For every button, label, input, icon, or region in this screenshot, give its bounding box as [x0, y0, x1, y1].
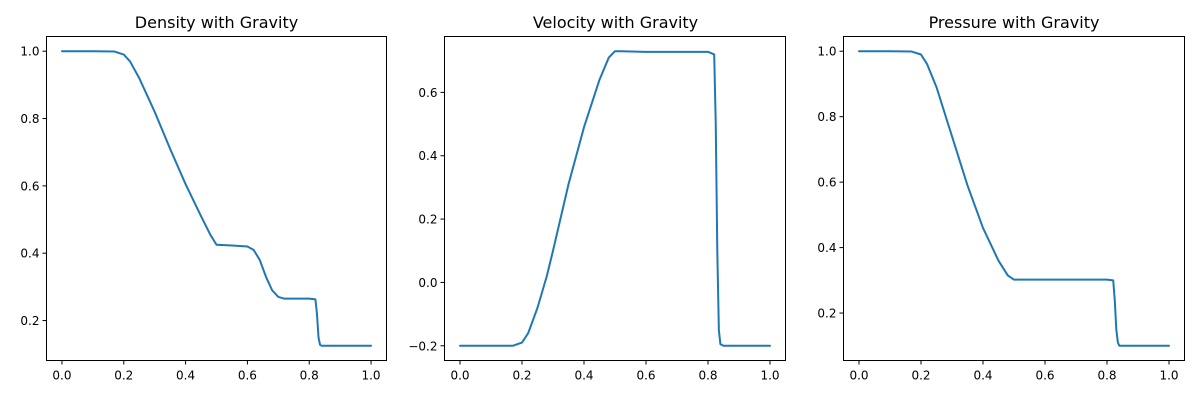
axes-ticks: 0.0 0.2 0.4 0.6 0.8 1.0 0.2 0.4 0.6 0.8 1.0 — [20, 45, 380, 383]
x-tick-label: 0.6 — [238, 369, 257, 383]
y-tick-label: 0.6 — [817, 176, 836, 190]
y-tick-label: −0.2 — [408, 339, 437, 353]
y-tick-label: 0.4 — [418, 149, 437, 163]
axes-ticks: 0.0 0.2 0.4 0.6 0.8 1.0 0.2 0.4 0.6 0.8 1.0 — [817, 45, 1178, 383]
chart-title: Velocity with Gravity — [533, 13, 698, 32]
x-tick-label: 0.4 — [973, 369, 992, 383]
y-tick-label: 0.0 — [418, 276, 437, 290]
x-tick-label: 0.0 — [849, 369, 868, 383]
y-tick-label: 0.4 — [20, 247, 39, 261]
axes-frame — [444, 36, 786, 361]
x-tick-label: 0.4 — [574, 369, 593, 383]
y-tick-label: 0.6 — [418, 86, 437, 100]
subplot-pressure: Pressure with Gravity 0.0 0.2 0.4 0.6 0.8 1.0… — [817, 13, 1185, 383]
axes-frame — [46, 36, 387, 361]
x-tick-label: 0.0 — [52, 369, 71, 383]
y-tick-label: 0.8 — [20, 112, 39, 126]
y-tick-label: 1.0 — [817, 45, 836, 59]
x-tick-label: 0.2 — [114, 369, 133, 383]
x-tick-label: 0.2 — [911, 369, 930, 383]
series-line — [60, 50, 373, 347]
y-tick-label: 0.8 — [817, 110, 836, 124]
series-line — [858, 50, 1170, 347]
x-tick-label: 0.6 — [1035, 369, 1054, 383]
x-tick-label: 0.0 — [450, 369, 469, 383]
x-tick-label: 0.8 — [300, 369, 319, 383]
x-tick-label: 0.2 — [512, 369, 531, 383]
y-tick-label: 0.4 — [817, 241, 836, 255]
axes-ticks: 0.0 0.2 0.4 0.6 0.8 1.0 −0.2 0.0 0.2 0.4 0.6 — [408, 86, 779, 383]
x-tick-label: 0.4 — [176, 369, 195, 383]
x-tick-label: 1.0 — [361, 369, 380, 383]
y-tick-label: 1.0 — [20, 45, 39, 59]
x-tick-label: 0.8 — [698, 369, 717, 383]
y-tick-label: 0.6 — [20, 179, 39, 193]
chart-title: Pressure with Gravity — [929, 13, 1100, 32]
y-tick-label: 0.2 — [418, 213, 437, 227]
x-tick-label: 1.0 — [1159, 369, 1178, 383]
subplot-density: Density with Gravity 0.0 0.2 0.4 0.6 0.8 1.00… — [20, 13, 387, 383]
x-tick-label: 0.8 — [1097, 369, 1116, 383]
chart-title: Density with Gravity — [135, 13, 298, 32]
axes-frame — [843, 36, 1185, 361]
x-tick-label: 1.0 — [760, 369, 779, 383]
series-line — [459, 50, 771, 347]
y-tick-label: 0.2 — [20, 314, 39, 328]
subplot-velocity: Velocity with Gravity 0.0 0.2 0.4 0.6 0.8 1.0… — [408, 13, 786, 383]
y-tick-label: 0.2 — [817, 307, 836, 321]
x-tick-label: 0.6 — [636, 369, 655, 383]
